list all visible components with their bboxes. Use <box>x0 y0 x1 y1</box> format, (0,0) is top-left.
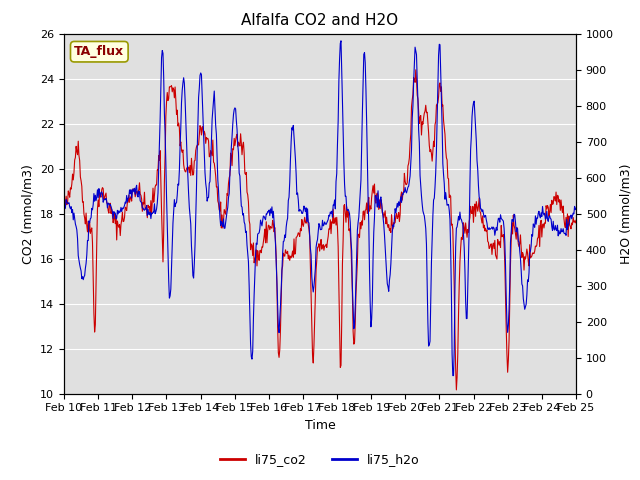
X-axis label: Time: Time <box>305 419 335 432</box>
Title: Alfalfa CO2 and H2O: Alfalfa CO2 and H2O <box>241 13 399 28</box>
Y-axis label: CO2 (mmol/m3): CO2 (mmol/m3) <box>22 164 35 264</box>
Legend: li75_co2, li75_h2o: li75_co2, li75_h2o <box>215 448 425 471</box>
Y-axis label: H2O (mmol/m3): H2O (mmol/m3) <box>620 163 632 264</box>
Text: TA_flux: TA_flux <box>74 45 124 58</box>
